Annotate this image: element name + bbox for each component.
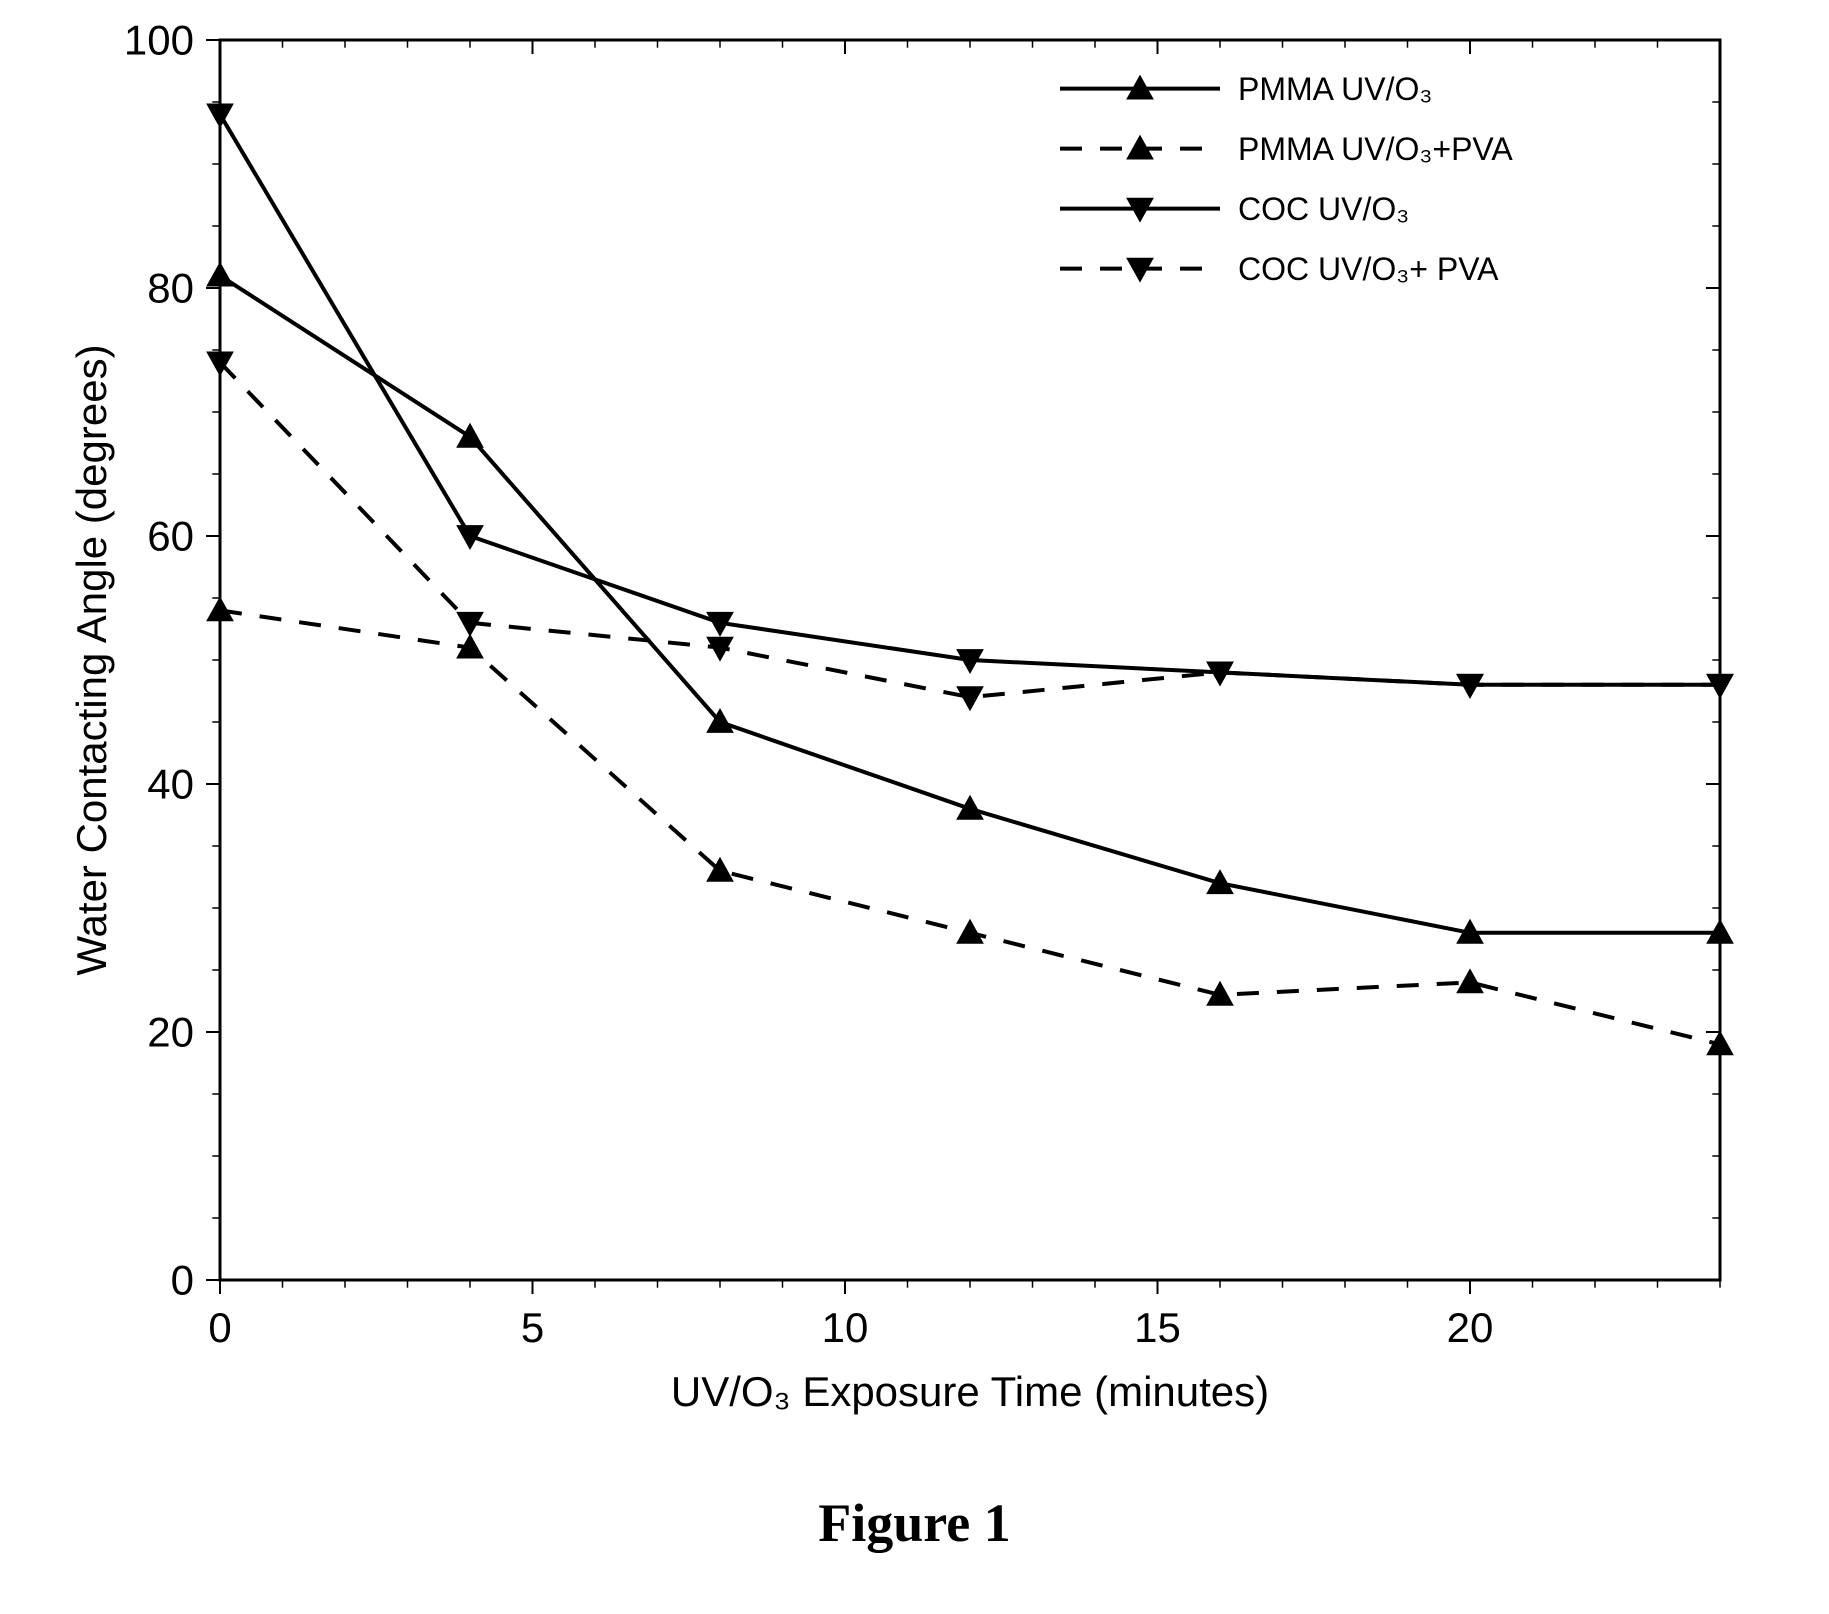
svg-text:0: 0: [171, 1257, 194, 1304]
svg-text:PMMA UV/O₃+PVA: PMMA UV/O₃+PVA: [1238, 131, 1513, 167]
figure-caption: Figure 1: [0, 1492, 1829, 1554]
svg-text:Water Contacting Angle (degree: Water Contacting Angle (degrees): [68, 344, 115, 975]
svg-text:10: 10: [822, 1304, 869, 1351]
svg-text:20: 20: [1447, 1304, 1494, 1351]
svg-text:80: 80: [147, 265, 194, 312]
svg-text:60: 60: [147, 513, 194, 560]
svg-text:15: 15: [1134, 1304, 1181, 1351]
svg-text:PMMA UV/O₃: PMMA UV/O₃: [1238, 71, 1432, 107]
svg-text:0: 0: [208, 1304, 231, 1351]
svg-text:100: 100: [124, 17, 194, 64]
svg-text:20: 20: [147, 1009, 194, 1056]
svg-text:COC UV/O₃+ PVA: COC UV/O₃+ PVA: [1238, 251, 1499, 287]
svg-text:UV/O₃ Exposure Time (minutes): UV/O₃ Exposure Time (minutes): [671, 1368, 1269, 1415]
svg-text:40: 40: [147, 761, 194, 808]
chart: 0 5 10 15 20 0 20 40 60 80 100 UV/O₃ Exposure Time …: [0, 0, 1829, 1440]
svg-text:5: 5: [521, 1304, 544, 1351]
svg-text:COC UV/O₃: COC UV/O₃: [1238, 191, 1409, 227]
page: 0 5 10 15 20 0 20 40 60 80 100 UV/O₃ Exposure Time …: [0, 0, 1829, 1614]
